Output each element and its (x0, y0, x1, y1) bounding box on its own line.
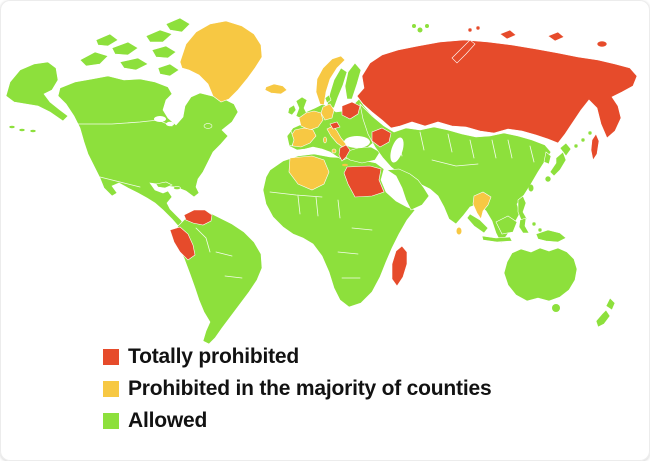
region-philippines (517, 195, 528, 223)
region-korea (543, 151, 552, 165)
region-caucasus (371, 127, 392, 148)
region-caribbean (155, 123, 213, 190)
region-belarus (341, 101, 361, 120)
region-germany (320, 103, 335, 121)
region-russia (356, 39, 638, 144)
region-italy (323, 125, 347, 154)
legend-swatch-totally-prohibited (103, 348, 119, 365)
region-japan (544, 130, 593, 183)
legend-item-totally-prohibited: Totally prohibited (103, 346, 491, 367)
region-africa (262, 153, 416, 308)
region-tasmania (552, 304, 560, 312)
region-portugal (286, 130, 295, 147)
region-greece (338, 144, 351, 162)
region-south-america (172, 211, 263, 345)
region-new-guinea (535, 229, 567, 243)
legend-label-majority-prohibited: Prohibited in the majority of counties (128, 377, 492, 400)
legend: Totally prohibited Prohibited in the maj… (103, 346, 492, 431)
legend-item-majority-prohibited: Prohibited in the majority of counties (103, 377, 492, 400)
legend-label-allowed: Allowed (128, 409, 208, 432)
caspian-sea (390, 137, 404, 163)
region-greenland (179, 20, 263, 103)
region-norway (315, 55, 346, 106)
region-egypt (343, 165, 385, 198)
region-ireland (287, 104, 297, 116)
region-canadian-arctic-islands (79, 17, 191, 77)
region-madagascar (391, 245, 408, 287)
legend-item-allowed: Allowed (103, 410, 491, 431)
region-peru (169, 226, 196, 261)
region-sakhalin (590, 133, 600, 161)
region-austria (329, 121, 341, 130)
region-sweden (326, 67, 348, 109)
region-indonesia (466, 213, 543, 243)
region-russian-arctic-islands (451, 25, 608, 64)
region-algeria (288, 155, 330, 191)
country-borders (77, 119, 535, 279)
region-new-zealand (595, 297, 616, 328)
region-sri-lanka (456, 227, 462, 235)
region-svalbard (412, 24, 429, 33)
region-arabian-peninsula (386, 168, 430, 211)
region-alaska (5, 61, 69, 133)
legend-swatch-allowed (103, 412, 119, 429)
region-finland (344, 62, 362, 100)
region-iceland (264, 83, 288, 95)
region-taiwan (528, 184, 534, 192)
region-australia (503, 247, 578, 302)
legend-swatch-majority-prohibited (103, 380, 119, 397)
region-crete (342, 163, 348, 167)
region-venezuela (183, 209, 213, 226)
legend-label-totally-prohibited: Totally prohibited (128, 345, 300, 368)
region-north-america (57, 75, 239, 228)
region-thailand (472, 191, 492, 220)
black-sea (344, 136, 370, 148)
region-denmark (324, 94, 332, 104)
